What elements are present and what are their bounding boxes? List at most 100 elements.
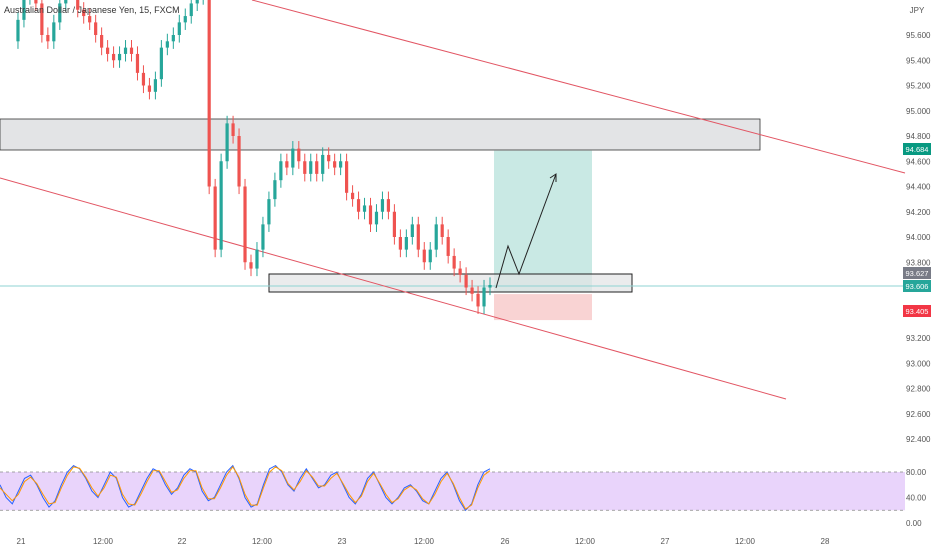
x-tick-label: 27 bbox=[661, 537, 670, 546]
candle-body bbox=[106, 47, 110, 54]
candle-body bbox=[356, 199, 361, 212]
candle-body bbox=[183, 16, 187, 23]
candle-body bbox=[452, 255, 456, 269]
candle-body bbox=[279, 161, 283, 181]
y-tick-label: 94.600 bbox=[906, 157, 931, 166]
candle-body bbox=[339, 161, 343, 168]
candle-body bbox=[159, 47, 163, 80]
candle-body bbox=[40, 3, 44, 35]
candle-body bbox=[153, 79, 157, 92]
candle-body bbox=[219, 161, 223, 250]
candle-body bbox=[368, 205, 373, 225]
candle-body bbox=[464, 274, 468, 288]
demand-zone[interactable] bbox=[268, 273, 633, 293]
price-label-target-text: 94.684 bbox=[906, 145, 929, 154]
candle-body bbox=[171, 35, 175, 42]
arrow-head-icon bbox=[549, 173, 557, 182]
y-tick-label: 93.200 bbox=[906, 334, 931, 343]
projection-arrow bbox=[495, 173, 557, 289]
candle-body bbox=[404, 237, 408, 250]
y-tick-label: 95.600 bbox=[906, 31, 931, 40]
x-tick-label: 22 bbox=[178, 537, 187, 546]
channel-lower-line[interactable] bbox=[0, 177, 787, 400]
candle-body bbox=[82, 9, 86, 17]
rsi-tick-label: 0.00 bbox=[906, 519, 922, 528]
y-tick-label: 93.000 bbox=[906, 359, 931, 368]
candle-body bbox=[273, 180, 277, 200]
candle-body bbox=[291, 148, 295, 168]
x-tick-label: 26 bbox=[501, 537, 510, 546]
target-zone bbox=[494, 150, 592, 293]
x-tick-label: 28 bbox=[821, 537, 830, 546]
candle-body bbox=[255, 249, 259, 269]
candle-body bbox=[446, 237, 450, 256]
y-tick-label: 95.000 bbox=[906, 107, 931, 116]
price-label-entry-text: 93.627 bbox=[906, 269, 929, 278]
rsi-tick-label: 80.00 bbox=[906, 468, 927, 477]
candle-body bbox=[488, 284, 492, 288]
candle-body bbox=[225, 123, 229, 162]
price-label-current bbox=[903, 280, 931, 292]
x-tick-label: 12:00 bbox=[735, 537, 756, 546]
candle-body bbox=[476, 293, 480, 307]
price-label-stop-text: 93.405 bbox=[906, 307, 929, 316]
candle-body bbox=[147, 85, 152, 92]
candle-body bbox=[117, 53, 122, 61]
candle-body bbox=[345, 161, 349, 193]
rsi-band bbox=[0, 472, 905, 511]
candle-body bbox=[94, 22, 98, 35]
candle-body bbox=[100, 35, 104, 48]
rsi-tick-label: 40.00 bbox=[906, 494, 927, 503]
candle-body bbox=[392, 211, 396, 237]
y-tick-label: 95.400 bbox=[906, 56, 931, 65]
candle-body bbox=[440, 224, 444, 237]
candle-body bbox=[189, 3, 193, 17]
candle-body bbox=[386, 199, 391, 212]
y-tick-label: 94.200 bbox=[906, 208, 931, 217]
candle-body bbox=[428, 249, 432, 263]
candle-body bbox=[398, 237, 402, 250]
candle-body bbox=[207, 0, 211, 187]
candle-body bbox=[315, 161, 319, 174]
candle-body bbox=[231, 123, 235, 136]
candle-body bbox=[243, 186, 247, 263]
candle-body bbox=[309, 161, 313, 174]
price-label-target bbox=[903, 143, 931, 155]
candle-body bbox=[261, 224, 265, 250]
candle-body bbox=[52, 22, 56, 42]
price-label-current-text: 93.606 bbox=[906, 282, 929, 291]
y-tick-label: 95.200 bbox=[906, 82, 931, 91]
candle-body bbox=[58, 3, 62, 23]
candle-body bbox=[16, 19, 20, 42]
candle-body bbox=[458, 268, 462, 275]
candle-body bbox=[470, 287, 474, 294]
candle-body bbox=[165, 41, 169, 48]
candle-body bbox=[88, 16, 92, 23]
candle-body bbox=[34, 0, 38, 4]
price-label-stop bbox=[903, 305, 931, 317]
candle-body bbox=[410, 224, 414, 237]
candle-body bbox=[64, 0, 68, 4]
candle-body bbox=[267, 199, 271, 225]
candle-body bbox=[141, 72, 146, 86]
y-tick-label: 94.000 bbox=[906, 233, 931, 242]
candle-body bbox=[46, 35, 50, 42]
stop-zone bbox=[494, 294, 592, 321]
candle-body bbox=[374, 211, 379, 225]
channel-upper-line[interactable] bbox=[251, 0, 906, 174]
candle-body bbox=[416, 224, 420, 250]
candle-body bbox=[327, 154, 331, 162]
candle-body bbox=[482, 287, 486, 307]
candle-body bbox=[303, 161, 307, 174]
candle-body bbox=[123, 47, 128, 54]
y-tick-label: 92.800 bbox=[906, 385, 931, 394]
candle-body bbox=[285, 161, 289, 168]
price-label-entry bbox=[903, 267, 931, 279]
supply-zone[interactable] bbox=[0, 118, 761, 151]
candle-body bbox=[380, 199, 385, 212]
y-tick-label: 92.600 bbox=[906, 410, 931, 419]
candle-body bbox=[249, 262, 253, 269]
candle-body bbox=[177, 22, 181, 35]
candle-body bbox=[135, 53, 140, 73]
